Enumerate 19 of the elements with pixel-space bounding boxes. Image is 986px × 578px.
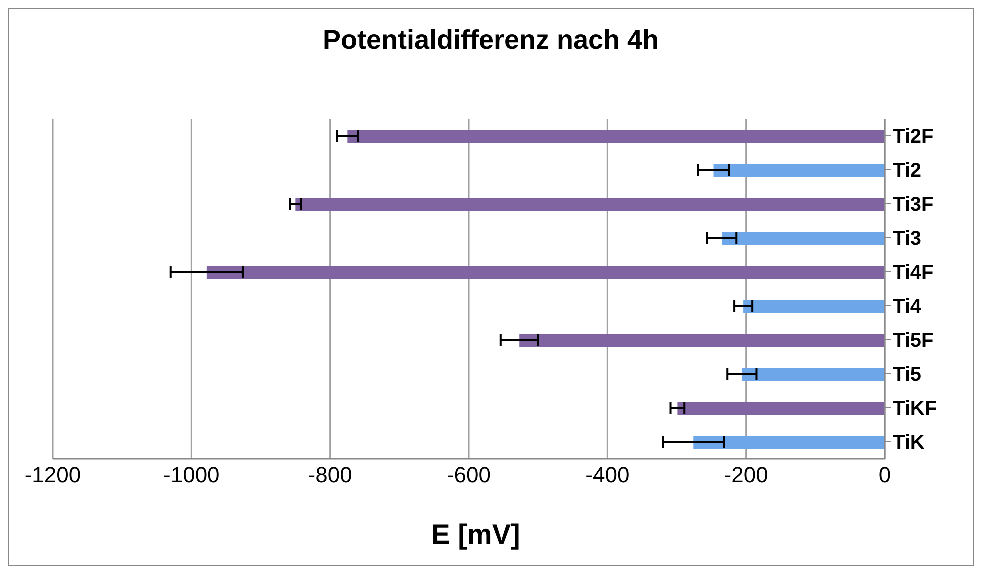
- chart-title: Potentialdifferenz nach 4h: [322, 25, 660, 56]
- x-tick-label: -1000: [164, 462, 220, 488]
- x-tick-label: -400: [586, 462, 630, 488]
- x-axis-title: E [mV]: [430, 519, 522, 551]
- x-tick-label: -1200: [24, 462, 82, 488]
- x-tick-label: -800: [308, 462, 352, 488]
- y-tick-label: TiK: [893, 432, 926, 454]
- x-tick-label: 0: [878, 462, 892, 488]
- y-tick-label: Ti2F: [893, 126, 934, 148]
- y-tick-label: Ti2: [893, 160, 922, 182]
- y-tick-label: Ti4: [893, 296, 922, 318]
- y-tick-label: Ti3F: [893, 194, 934, 216]
- y-tick-label: Ti4F: [893, 262, 934, 284]
- y-tick-label: Ti5: [893, 364, 922, 386]
- y-tick-label: Ti5F: [893, 330, 934, 352]
- y-tick-label: TiKF: [893, 398, 938, 420]
- y-tick-label: Ti3: [893, 228, 922, 250]
- x-tick-label: -600: [446, 462, 492, 488]
- x-tick-label: -200: [724, 462, 768, 488]
